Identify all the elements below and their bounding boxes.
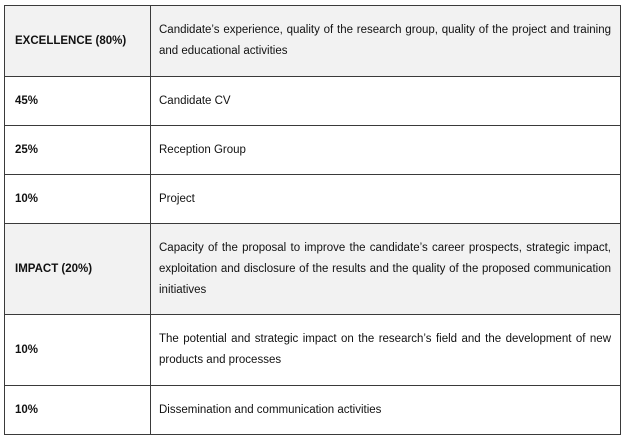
table-row-dissemination: 10% Dissemination and communication acti…: [4, 385, 621, 435]
criterion-description: Project: [150, 174, 621, 224]
criterion-weight: 25%: [4, 125, 151, 175]
criterion-description: Reception Group: [150, 125, 621, 175]
evaluation-criteria-table: EXCELLENCE (80%) Candidate’s experience,…: [4, 5, 621, 435]
table-row-excellence: EXCELLENCE (80%) Candidate’s experience,…: [4, 5, 621, 77]
criterion-description: Dissemination and communication activiti…: [150, 385, 621, 435]
table-row-impact: IMPACT (20%) Capacity of the proposal to…: [4, 223, 621, 315]
table-row-candidate-cv: 45% Candidate CV: [4, 76, 621, 126]
criterion-label: EXCELLENCE (80%): [4, 5, 151, 77]
criterion-weight: 45%: [4, 76, 151, 126]
criterion-label: IMPACT (20%): [4, 223, 151, 315]
criterion-description: Candidate’s experience, quality of the r…: [150, 5, 621, 77]
table-row-potential-impact: 10% The potential and strategic impact o…: [4, 314, 621, 386]
criterion-description: Candidate CV: [150, 76, 621, 126]
criterion-weight: 10%: [4, 174, 151, 224]
criterion-weight: 10%: [4, 385, 151, 435]
criterion-description: Capacity of the proposal to improve the …: [150, 223, 621, 315]
table-row-project: 10% Project: [4, 174, 621, 224]
table-row-reception-group: 25% Reception Group: [4, 125, 621, 175]
criterion-weight: 10%: [4, 314, 151, 386]
criterion-description: The potential and strategic impact on th…: [150, 314, 621, 386]
